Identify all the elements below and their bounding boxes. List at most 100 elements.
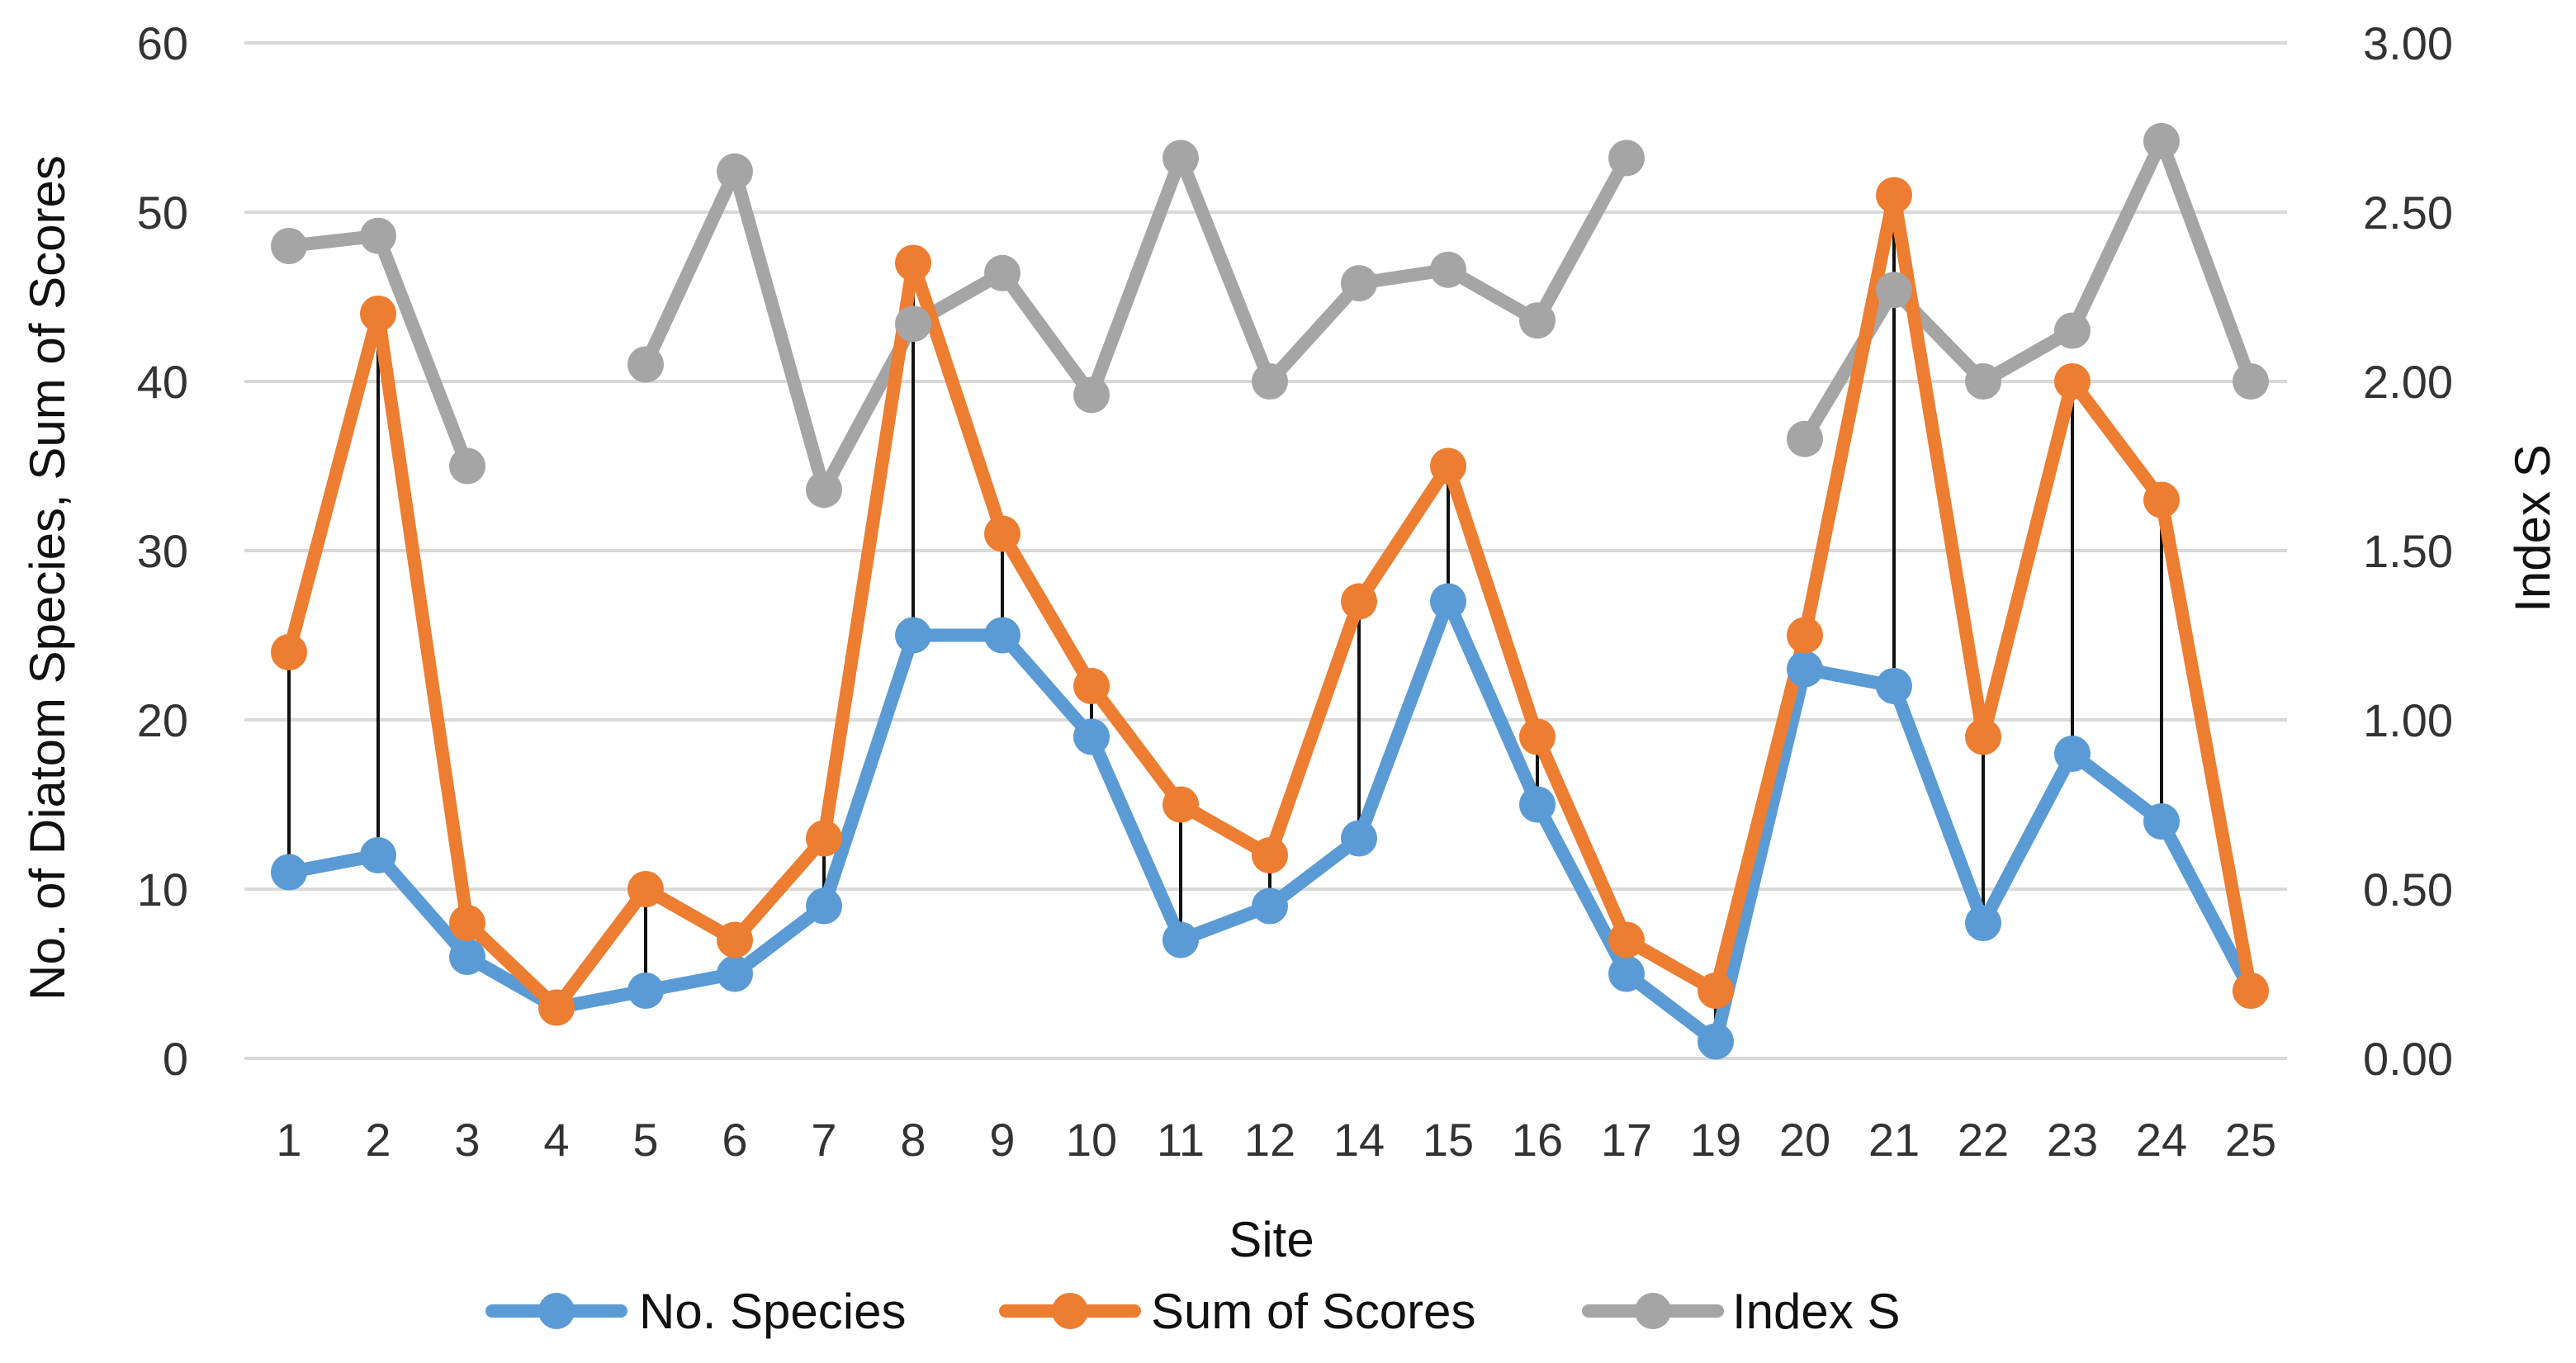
y-tick-label-5: 50 xyxy=(137,187,188,239)
point-no-species-site-10 xyxy=(1073,718,1110,755)
point-sum-of-scores-site-12 xyxy=(1252,837,1288,873)
point-no-species-site-6 xyxy=(717,955,753,992)
y-tick-label-2: 20 xyxy=(137,694,188,746)
point-sum-of-scores-site-24 xyxy=(2143,481,2180,518)
x-tick-label-23: 23 xyxy=(2047,1114,2098,1166)
y2-tick-label-1: 0.50 xyxy=(2363,864,2453,916)
x-tick-label-12: 12 xyxy=(1244,1114,1295,1166)
point-index-s-site-15 xyxy=(1430,251,1466,288)
y-tick-label-6: 60 xyxy=(137,17,188,69)
point-index-s-site-10 xyxy=(1073,376,1110,414)
point-index-s-site-22 xyxy=(1965,363,2001,400)
x-axis-title: Site xyxy=(1229,1212,1314,1267)
legend-item-sum-of-scores: Sum of Scores xyxy=(999,1284,1476,1339)
point-index-s-site-8 xyxy=(895,305,931,343)
point-sum-of-scores-site-7 xyxy=(806,820,842,857)
y2-axis-title: Index S xyxy=(2505,444,2560,612)
point-sum-of-scores-site-19 xyxy=(1698,973,1734,1009)
legend-label-no-species: No. Species xyxy=(639,1284,907,1339)
point-no-species-site-22 xyxy=(1965,905,2001,941)
point-sum-of-scores-site-2 xyxy=(360,296,396,332)
x-tick-label-16: 16 xyxy=(1512,1114,1563,1166)
point-index-s-site-20 xyxy=(1787,420,1823,457)
point-no-species-site-9 xyxy=(984,617,1020,654)
x-tick-label-24: 24 xyxy=(2136,1114,2187,1166)
point-no-species-site-19 xyxy=(1698,1023,1734,1060)
legend-marker-sum-of-scores xyxy=(1052,1293,1088,1329)
point-sum-of-scores-site-23 xyxy=(2054,363,2091,400)
legend-item-no-species: No. Species xyxy=(485,1284,907,1339)
point-index-s-site-6 xyxy=(717,153,753,190)
x-tick-label-19: 19 xyxy=(1690,1114,1741,1166)
point-sum-of-scores-site-15 xyxy=(1430,447,1466,485)
point-no-species-site-24 xyxy=(2143,803,2180,840)
point-no-species-site-14 xyxy=(1341,820,1377,857)
point-sum-of-scores-site-21 xyxy=(1876,177,1912,214)
point-sum-of-scores-site-17 xyxy=(1608,921,1645,958)
point-index-s-site-17 xyxy=(1608,140,1645,177)
point-index-s-site-14 xyxy=(1341,265,1377,302)
point-no-species-site-5 xyxy=(627,973,664,1009)
legend: No. Species Sum of Scores Index S xyxy=(485,1284,1900,1339)
point-no-species-site-20 xyxy=(1787,651,1823,688)
point-no-species-site-1 xyxy=(271,854,307,891)
point-no-species-site-21 xyxy=(1876,668,1912,704)
x-tick-label-4: 4 xyxy=(543,1114,569,1166)
x-tick-label-11: 11 xyxy=(1157,1114,1205,1166)
x-tick-label-15: 15 xyxy=(1423,1114,1474,1166)
point-sum-of-scores-site-22 xyxy=(1965,718,2001,755)
point-no-species-site-7 xyxy=(806,887,842,925)
point-index-s-site-9 xyxy=(984,254,1020,291)
point-no-species-site-15 xyxy=(1430,583,1466,620)
x-tick-label-2: 2 xyxy=(365,1114,391,1166)
x-tick-label-1: 1 xyxy=(276,1114,301,1166)
point-sum-of-scores-site-14 xyxy=(1341,583,1377,620)
series-markers xyxy=(271,122,2269,1060)
point-no-species-site-12 xyxy=(1252,887,1288,925)
point-index-s-site-16 xyxy=(1519,302,1556,339)
x-tick-label-14: 14 xyxy=(1333,1114,1385,1166)
point-index-s-site-12 xyxy=(1252,363,1288,400)
x-tick-label-9: 9 xyxy=(989,1114,1015,1166)
x-tick-label-22: 22 xyxy=(1958,1114,2009,1166)
point-no-species-site-8 xyxy=(895,617,931,654)
x-tick-label-20: 20 xyxy=(1779,1114,1830,1166)
y2-tick-label-3: 1.50 xyxy=(2363,525,2453,577)
point-index-s-site-25 xyxy=(2233,363,2269,400)
point-index-s-site-21 xyxy=(1876,272,1912,309)
y2-tick-label-4: 2.00 xyxy=(2363,356,2453,408)
x-tick-label-6: 6 xyxy=(722,1114,747,1166)
x-tick-label-8: 8 xyxy=(900,1114,926,1166)
y-tick-label-0: 0 xyxy=(163,1033,188,1085)
point-sum-of-scores-site-4 xyxy=(538,989,575,1026)
legend-label-sum-of-scores: Sum of Scores xyxy=(1151,1284,1476,1339)
x-tick-label-7: 7 xyxy=(811,1114,836,1166)
x-tick-label-21: 21 xyxy=(1868,1114,1920,1166)
point-no-species-site-23 xyxy=(2054,736,2091,772)
legend-marker-no-species xyxy=(538,1293,575,1329)
point-index-s-site-11 xyxy=(1163,140,1199,177)
point-sum-of-scores-site-25 xyxy=(2233,973,2269,1009)
series-line-index-s xyxy=(282,134,2257,497)
legend-label-index-s: Index S xyxy=(1732,1284,1900,1339)
y2-tick-label-2: 1.00 xyxy=(2363,694,2453,746)
point-sum-of-scores-site-20 xyxy=(1787,617,1823,654)
legend-marker-index-s xyxy=(1635,1293,1671,1329)
x-tick-label-5: 5 xyxy=(632,1114,658,1166)
point-index-s-site-7 xyxy=(806,471,842,509)
x-tick-label-3: 3 xyxy=(454,1114,480,1166)
point-no-species-site-16 xyxy=(1519,786,1556,823)
point-no-species-site-17 xyxy=(1608,955,1645,992)
x-tick-label-10: 10 xyxy=(1066,1114,1117,1166)
y-tick-label-3: 30 xyxy=(137,525,188,577)
y2-tick-label-0: 0.00 xyxy=(2363,1033,2453,1085)
point-sum-of-scores-site-9 xyxy=(984,515,1020,552)
point-index-s-site-24 xyxy=(2143,122,2180,159)
point-index-s-site-2 xyxy=(360,217,396,254)
y-tick-label-1: 10 xyxy=(137,864,188,916)
point-no-species-site-3 xyxy=(449,939,485,975)
y2-tick-label-5: 2.50 xyxy=(2363,187,2453,239)
x-tick-label-17: 17 xyxy=(1601,1114,1652,1166)
y-tick-label-4: 40 xyxy=(137,356,188,408)
